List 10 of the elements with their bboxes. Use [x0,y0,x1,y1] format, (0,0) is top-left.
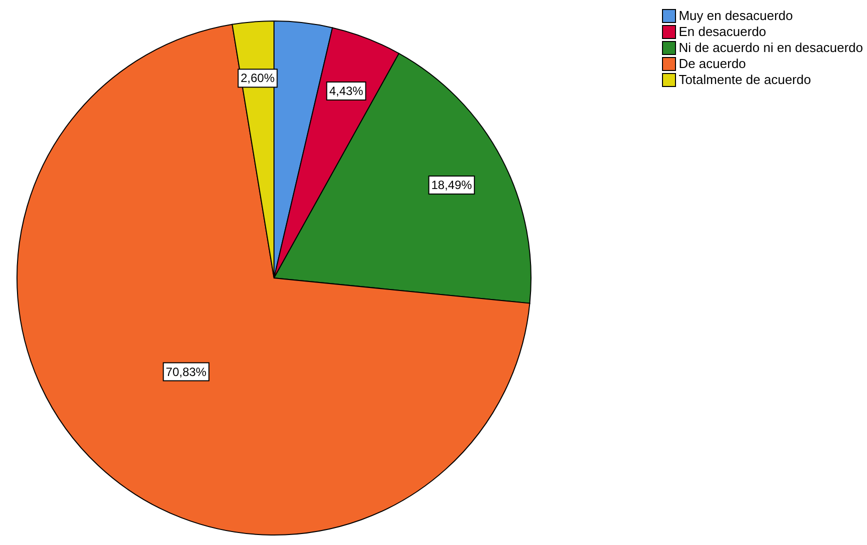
legend-label: Muy en desacuerdo [678,8,793,24]
data-label: 4,43% [329,84,364,98]
data-label: 2,60% [240,71,275,86]
legend-label: En desacuerdo [678,24,766,40]
legend-label: De acuerdo [678,56,746,72]
data-label: 70,83% [166,364,207,379]
data-label: 18,49% [431,178,472,192]
pie-slice [16,24,530,536]
legend-label: Ni de acuerdo ni en desacuerdo [678,40,863,56]
legend-label: Totalmente de acuerdo [678,72,811,88]
